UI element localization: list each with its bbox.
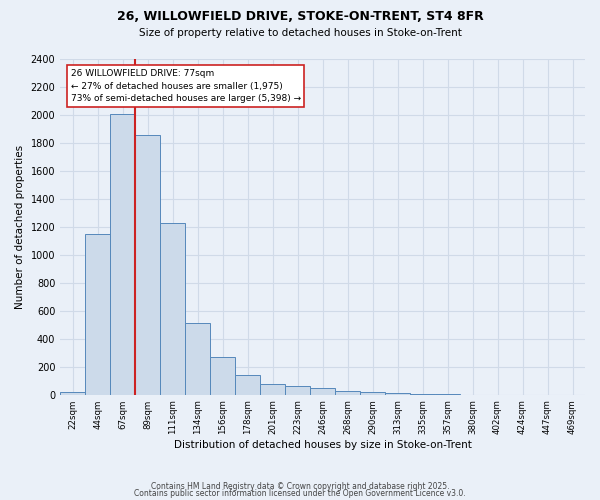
Text: 26, WILLOWFIELD DRIVE, STOKE-ON-TRENT, ST4 8FR: 26, WILLOWFIELD DRIVE, STOKE-ON-TRENT, S… [116,10,484,23]
Y-axis label: Number of detached properties: Number of detached properties [15,145,25,309]
Bar [335,390,360,394]
Bar [110,114,135,394]
Bar [210,357,235,395]
Text: Contains HM Land Registry data © Crown copyright and database right 2025.: Contains HM Land Registry data © Crown c… [151,482,449,491]
Bar [235,375,260,394]
Bar [160,222,185,394]
Text: 26 WILLOWFIELD DRIVE: 77sqm
← 27% of detached houses are smaller (1,975)
73% of : 26 WILLOWFIELD DRIVE: 77sqm ← 27% of det… [71,69,301,103]
Bar [185,324,210,394]
Text: Contains public sector information licensed under the Open Government Licence v3: Contains public sector information licen… [134,490,466,498]
Text: Size of property relative to detached houses in Stoke-on-Trent: Size of property relative to detached ho… [139,28,461,38]
Bar [310,388,335,394]
X-axis label: Distribution of detached houses by size in Stoke-on-Trent: Distribution of detached houses by size … [173,440,472,450]
Bar [360,392,385,394]
Bar [260,384,285,394]
Bar [85,234,110,394]
Bar [285,386,310,394]
Bar [135,134,160,394]
Bar [60,392,85,394]
